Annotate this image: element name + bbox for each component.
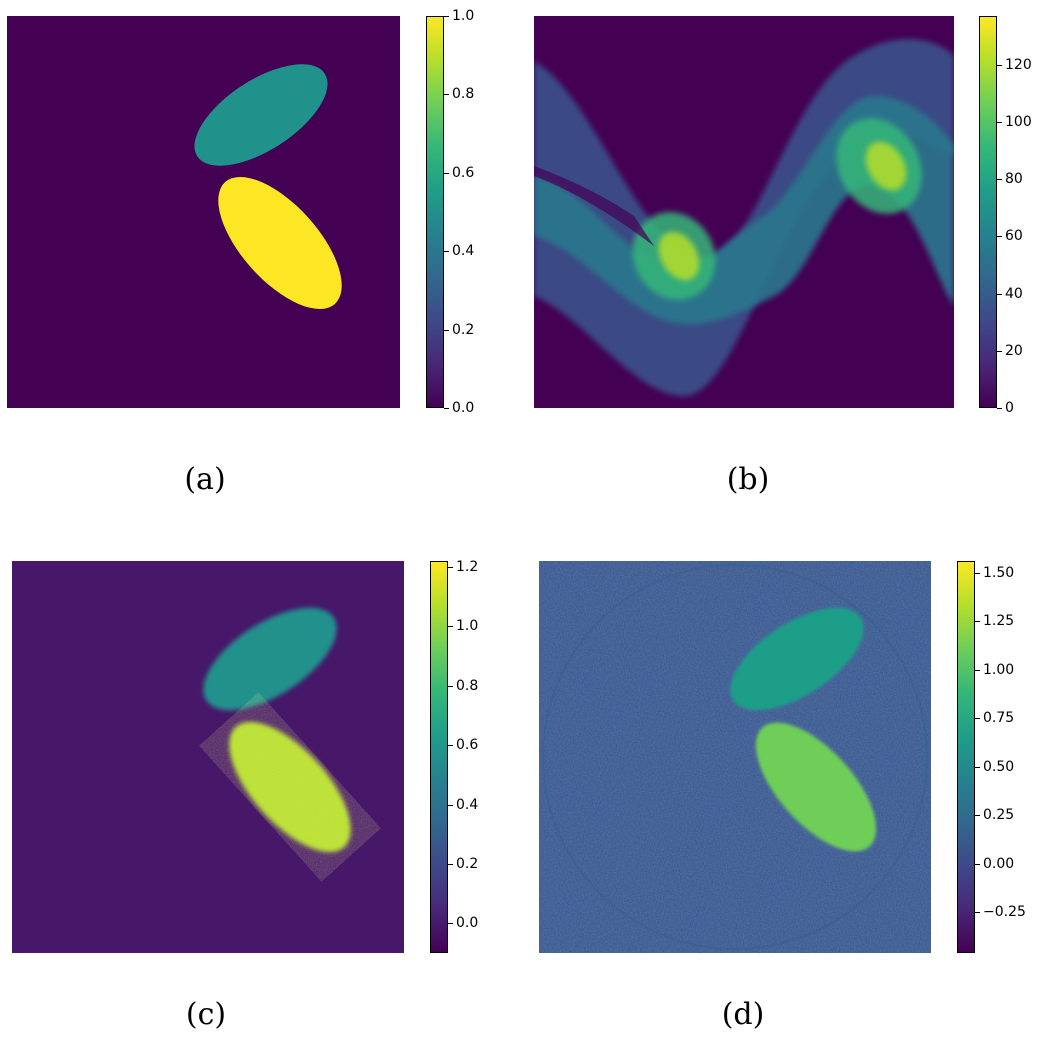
colorbar-tick bbox=[448, 805, 453, 806]
colorbar-tick-label: 1.0 bbox=[456, 618, 479, 634]
colorbar-tick-label: 120 bbox=[1005, 57, 1032, 73]
colorbar-tick-label: 1.2 bbox=[456, 559, 479, 575]
colorbar-tick bbox=[448, 745, 453, 746]
reconstruction-d-upper-ellipse bbox=[730, 607, 864, 711]
colorbar-a bbox=[426, 16, 444, 408]
reconstruction-d-image bbox=[539, 561, 931, 953]
reconstruction-d-lower-ellipse bbox=[755, 722, 877, 852]
colorbar-tick-label: 0 bbox=[1005, 400, 1014, 416]
phantom-upper-ellipse bbox=[194, 64, 328, 166]
colorbar-tick bbox=[444, 330, 449, 331]
phantom-background bbox=[7, 16, 400, 408]
reconstruction-c-lower-texture bbox=[233, 726, 347, 848]
colorbar-tick bbox=[997, 351, 1002, 352]
reconstruction-d-ring bbox=[542, 564, 928, 950]
colorbar-tick bbox=[444, 16, 449, 17]
colorbar-b bbox=[979, 16, 997, 408]
colorbar-tick bbox=[997, 294, 1002, 295]
colorbar-tick bbox=[444, 251, 449, 252]
colorbar-tick-label: 0.6 bbox=[452, 165, 475, 181]
sinogram-gap bbox=[534, 166, 654, 246]
colorbar-tick-label: 0.2 bbox=[452, 322, 475, 338]
phantom-image bbox=[7, 16, 400, 408]
colorbar-tick bbox=[975, 621, 980, 622]
colorbar-tick-label: 1.25 bbox=[983, 613, 1015, 629]
colorbar-tick bbox=[444, 94, 449, 95]
colorbar-tick-label: 0.6 bbox=[456, 737, 479, 753]
caption-d: (d) bbox=[721, 997, 765, 1032]
colorbar-tick-label: 0.0 bbox=[456, 915, 479, 931]
colorbar-tick-label: 0.00 bbox=[983, 856, 1015, 872]
colorbar-tick bbox=[448, 923, 453, 924]
colorbar-tick-label: −0.25 bbox=[983, 904, 1026, 920]
colorbar-tick bbox=[444, 173, 449, 174]
colorbar-tick bbox=[448, 864, 453, 865]
colorbar-tick bbox=[997, 236, 1002, 237]
colorbar-tick bbox=[975, 864, 980, 865]
caption-c: (c) bbox=[185, 997, 227, 1032]
colorbar-c bbox=[430, 561, 448, 953]
colorbar-tick-label: 0.2 bbox=[456, 856, 479, 872]
colorbar-tick-label: 1.0 bbox=[452, 8, 475, 24]
colorbar-tick-label: 1.00 bbox=[983, 662, 1015, 678]
colorbar-tick bbox=[997, 65, 1002, 66]
reconstruction-d-noise bbox=[539, 561, 931, 953]
colorbar-tick-label: 0.25 bbox=[983, 807, 1015, 823]
colorbar-tick-label: 40 bbox=[1005, 286, 1023, 302]
reconstruction-c-image bbox=[12, 561, 404, 953]
colorbar-tick bbox=[448, 567, 453, 568]
colorbar-tick-label: 0.8 bbox=[452, 86, 475, 102]
colorbar-tick bbox=[448, 686, 453, 687]
colorbar-tick bbox=[997, 179, 1002, 180]
colorbar-tick bbox=[975, 573, 980, 574]
colorbar-tick-label: 100 bbox=[1005, 114, 1032, 130]
colorbar-tick-label: 60 bbox=[1005, 228, 1023, 244]
colorbar-tick bbox=[975, 912, 980, 913]
colorbar-tick bbox=[975, 815, 980, 816]
colorbar-tick bbox=[997, 122, 1002, 123]
colorbar-tick-label: 1.50 bbox=[983, 565, 1015, 581]
reconstruction-c-background bbox=[12, 561, 404, 953]
colorbar-tick bbox=[997, 408, 1002, 409]
colorbar-tick-label: 0.8 bbox=[456, 678, 479, 694]
colorbar-d bbox=[957, 561, 975, 953]
colorbar-tick-label: 80 bbox=[1005, 171, 1023, 187]
sinogram-image bbox=[534, 16, 954, 408]
sinogram-crossing-1-core bbox=[658, 231, 700, 281]
colorbar-tick-label: 0.4 bbox=[452, 243, 475, 259]
colorbar-tick bbox=[975, 718, 980, 719]
colorbar-tick-label: 0.4 bbox=[456, 797, 479, 813]
colorbar-tick bbox=[448, 626, 453, 627]
reconstruction-c-upper-ellipse bbox=[203, 607, 337, 711]
colorbar-tick bbox=[975, 767, 980, 768]
colorbar-tick bbox=[444, 408, 449, 409]
caption-a: (a) bbox=[184, 462, 226, 497]
colorbar-tick-label: 0.75 bbox=[983, 710, 1015, 726]
colorbar-tick-label: 0.0 bbox=[452, 400, 475, 416]
colorbar-tick-label: 0.50 bbox=[983, 759, 1015, 775]
phantom-lower-ellipse bbox=[218, 176, 342, 310]
colorbar-tick-label: 20 bbox=[1005, 343, 1023, 359]
colorbar-tick bbox=[975, 670, 980, 671]
sinogram-crossing-2-core bbox=[865, 141, 907, 191]
caption-b: (b) bbox=[726, 462, 770, 497]
